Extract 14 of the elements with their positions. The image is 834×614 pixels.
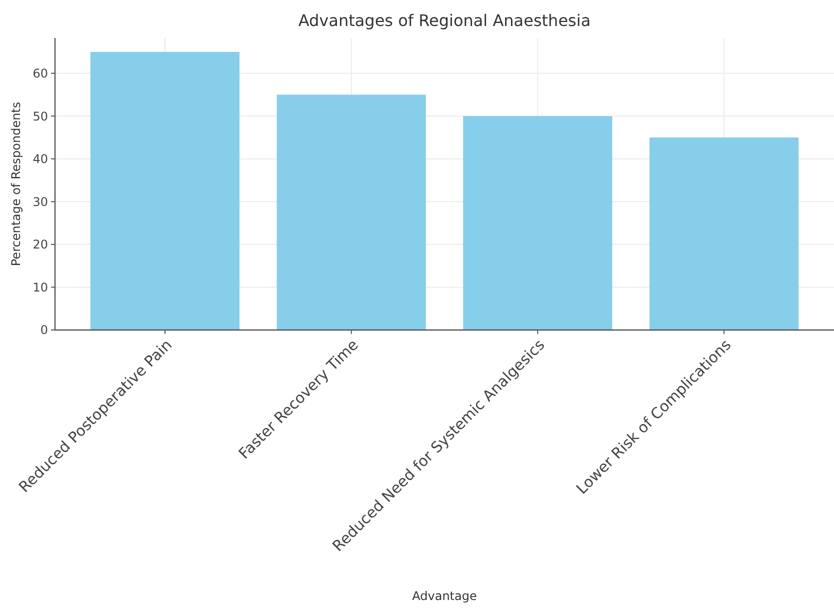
x-axis-title: Advantage xyxy=(412,589,477,603)
y-axis-title: Percentage of Respondents xyxy=(9,102,23,266)
y-tick-label: 60 xyxy=(32,66,48,80)
bar xyxy=(650,137,799,330)
chart-title: Advantages of Regional Anaesthesia xyxy=(298,11,591,30)
bar xyxy=(90,52,240,330)
y-tick-label: 0 xyxy=(40,323,48,338)
y-tick-label: 50 xyxy=(32,109,48,124)
y-tick-label: 30 xyxy=(32,194,48,209)
y-tick-label: 40 xyxy=(32,152,48,166)
y-tick-label: 10 xyxy=(32,280,48,294)
bar xyxy=(276,94,426,330)
bar xyxy=(463,116,612,330)
y-tick-label: 20 xyxy=(32,238,48,252)
